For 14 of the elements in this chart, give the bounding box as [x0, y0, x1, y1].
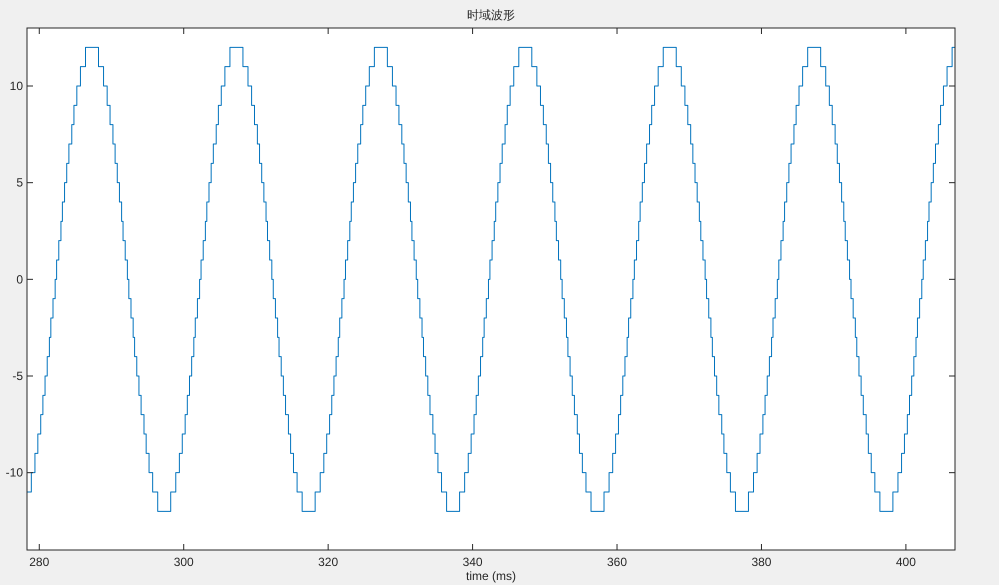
x-tick-label: 340 [462, 555, 483, 569]
y-tick-label: 5 [16, 176, 24, 190]
x-axis-title: time (ms) [466, 569, 516, 583]
y-tick-label: -10 [6, 466, 24, 480]
x-tick-label: 360 [607, 555, 628, 569]
x-tick-label: 400 [896, 555, 916, 569]
chart-title: 时域波形 [467, 8, 515, 22]
x-tick-label: 280 [29, 555, 50, 569]
y-tick-label: 0 [16, 272, 24, 286]
y-tick-label: 10 [10, 79, 24, 93]
y-tick-label: -5 [12, 369, 24, 383]
x-tick-label: 320 [318, 555, 338, 569]
x-tick-label: 380 [751, 555, 772, 569]
x-tick-label: 300 [174, 555, 194, 569]
